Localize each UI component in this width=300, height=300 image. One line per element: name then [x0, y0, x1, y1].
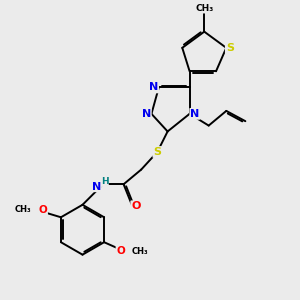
Text: S: S [153, 147, 161, 157]
Text: CH₃: CH₃ [132, 247, 148, 256]
Text: O: O [131, 201, 141, 211]
Text: CH₃: CH₃ [195, 4, 213, 13]
Text: O: O [116, 246, 125, 256]
Text: N: N [149, 82, 158, 92]
Text: N: N [92, 182, 101, 192]
Text: H: H [101, 177, 108, 186]
Text: N: N [142, 109, 151, 119]
Text: CH₃: CH₃ [15, 206, 31, 214]
Text: S: S [226, 43, 234, 53]
Text: O: O [38, 205, 47, 215]
Text: N: N [190, 109, 200, 119]
